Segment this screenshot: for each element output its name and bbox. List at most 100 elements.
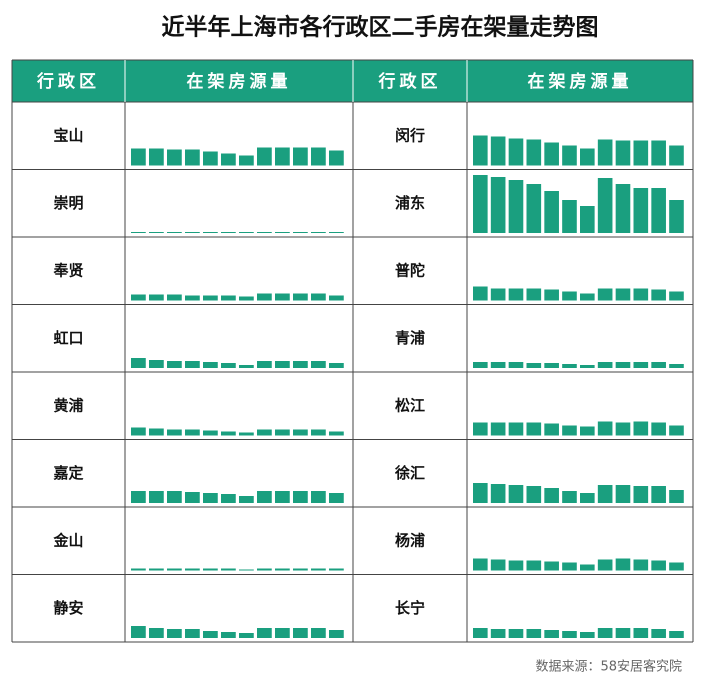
bar <box>562 200 577 233</box>
district-name: 虹口 <box>53 329 83 347</box>
bar <box>615 140 631 166</box>
bar <box>131 491 146 503</box>
bar <box>562 291 577 301</box>
bar <box>508 629 524 638</box>
bar <box>329 630 344 638</box>
bar <box>490 559 506 571</box>
bar <box>526 363 542 368</box>
bar <box>185 629 200 638</box>
bar <box>580 293 595 301</box>
bar <box>293 491 308 503</box>
bar <box>597 178 613 233</box>
bar <box>293 568 308 571</box>
bar <box>562 491 577 503</box>
header-cell: 行政区 <box>36 71 100 92</box>
bar <box>669 364 684 368</box>
bar <box>275 147 290 166</box>
district-name: 金山 <box>52 531 83 549</box>
header-cell: 行政区 <box>378 71 442 92</box>
bar <box>615 184 631 233</box>
bar <box>490 288 506 301</box>
bar <box>239 296 254 301</box>
bar <box>544 561 559 571</box>
bar <box>257 568 272 571</box>
bar <box>257 628 272 638</box>
bar <box>562 425 577 436</box>
bar <box>203 362 218 368</box>
bar <box>580 148 595 166</box>
bar <box>257 361 272 368</box>
bar <box>473 628 488 638</box>
bar <box>651 422 666 436</box>
bar <box>562 364 577 368</box>
bar <box>239 432 254 436</box>
bar <box>149 232 164 233</box>
bar <box>615 485 631 503</box>
bar <box>329 150 344 166</box>
bar <box>131 358 146 368</box>
source: 数据来源：58安居客究院 <box>535 659 682 675</box>
bar <box>562 145 577 166</box>
bar <box>293 232 308 233</box>
district-name: 闵行 <box>395 126 425 144</box>
bar <box>275 628 290 638</box>
bar <box>167 149 182 166</box>
bar <box>526 560 542 571</box>
bar <box>615 422 631 436</box>
bar <box>239 232 254 233</box>
bar <box>149 294 164 301</box>
bar <box>473 483 488 503</box>
district-name: 浦东 <box>395 194 425 212</box>
bar <box>149 360 164 368</box>
bar <box>580 632 595 638</box>
bar <box>293 429 308 436</box>
bar <box>597 288 613 301</box>
bar <box>293 147 308 166</box>
bar <box>526 184 542 233</box>
bar <box>544 423 559 436</box>
bar <box>508 422 524 436</box>
bar <box>185 429 200 436</box>
bar <box>311 568 326 571</box>
bar <box>651 289 666 301</box>
bar <box>597 139 613 166</box>
bar <box>526 422 542 436</box>
bar <box>275 568 290 571</box>
bar <box>203 493 218 503</box>
bar <box>633 188 649 233</box>
bar <box>221 153 236 166</box>
bar <box>651 362 666 368</box>
bar <box>490 177 506 233</box>
bar <box>580 564 595 571</box>
bar <box>633 140 649 166</box>
bar <box>633 288 649 301</box>
bar <box>508 138 524 166</box>
bar <box>185 149 200 166</box>
district-name: 青浦 <box>395 329 425 347</box>
bar <box>669 562 684 571</box>
bar <box>490 484 506 503</box>
bar <box>185 492 200 503</box>
bar <box>544 289 559 301</box>
bar <box>473 175 488 233</box>
bar <box>580 426 595 436</box>
bar <box>311 491 326 503</box>
bar <box>221 232 236 233</box>
bar <box>473 422 488 436</box>
bar <box>239 365 254 368</box>
bar <box>311 232 326 233</box>
bar <box>490 136 506 166</box>
bar <box>131 568 146 571</box>
district-name: 静安 <box>53 599 83 617</box>
bar <box>275 293 290 301</box>
bar <box>311 361 326 368</box>
district-name: 杨浦 <box>395 531 425 549</box>
bar <box>329 232 344 233</box>
bar <box>508 485 524 503</box>
bar <box>669 490 684 503</box>
bar <box>544 363 559 368</box>
bar <box>633 421 649 436</box>
bar <box>167 429 182 436</box>
bar <box>275 429 290 436</box>
